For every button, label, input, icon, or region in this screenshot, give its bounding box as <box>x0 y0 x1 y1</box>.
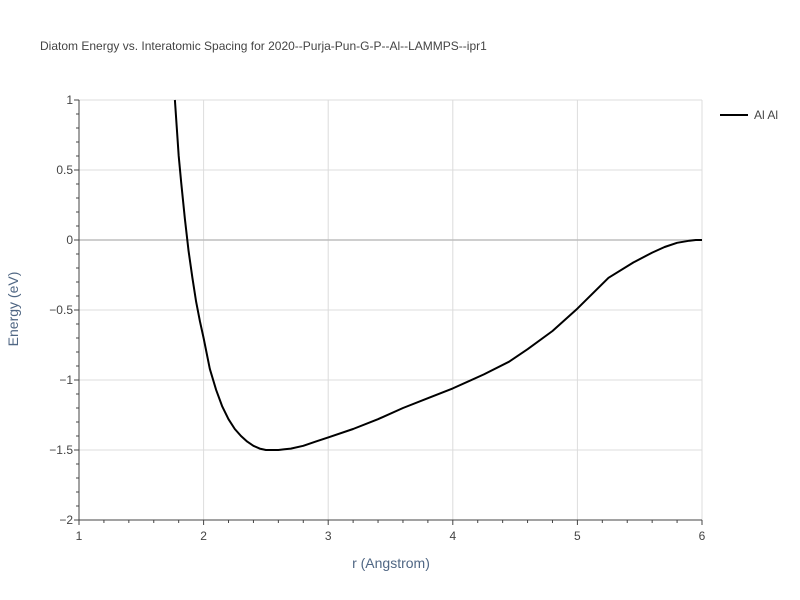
y-tick-label: 0 <box>66 233 73 247</box>
gridlines <box>79 99 703 520</box>
axes <box>74 99 703 525</box>
x-tick-label: 5 <box>574 529 581 543</box>
tick-labels: 1 2 3 4 5 6 1 0.5 0 −0.5 −1 −1.5 −2 <box>49 93 705 543</box>
y-tick-label: −1 <box>59 373 73 387</box>
y-tick-label: −1.5 <box>49 443 73 457</box>
x-tick-label: 3 <box>325 529 332 543</box>
x-axis-title: r (Angstrom) <box>352 555 430 571</box>
legend-label-al-al[interactable]: Al Al <box>754 108 778 122</box>
chart-title: Diatom Energy vs. Interatomic Spacing fo… <box>40 39 487 53</box>
legend[interactable]: Al Al <box>720 108 778 122</box>
x-tick-label: 2 <box>200 529 207 543</box>
y-tick-label: −0.5 <box>49 303 73 317</box>
x-tick-label: 6 <box>699 529 706 543</box>
y-tick-label: 1 <box>66 93 73 107</box>
series-line-al-al <box>173 99 702 451</box>
y-tick-label: 0.5 <box>56 163 73 177</box>
y-axis-title: Energy (eV) <box>5 272 21 347</box>
y-tick-label: −2 <box>59 513 73 527</box>
series-layer <box>173 99 702 451</box>
x-tick-label: 1 <box>76 529 83 543</box>
x-tick-label: 4 <box>449 529 456 543</box>
